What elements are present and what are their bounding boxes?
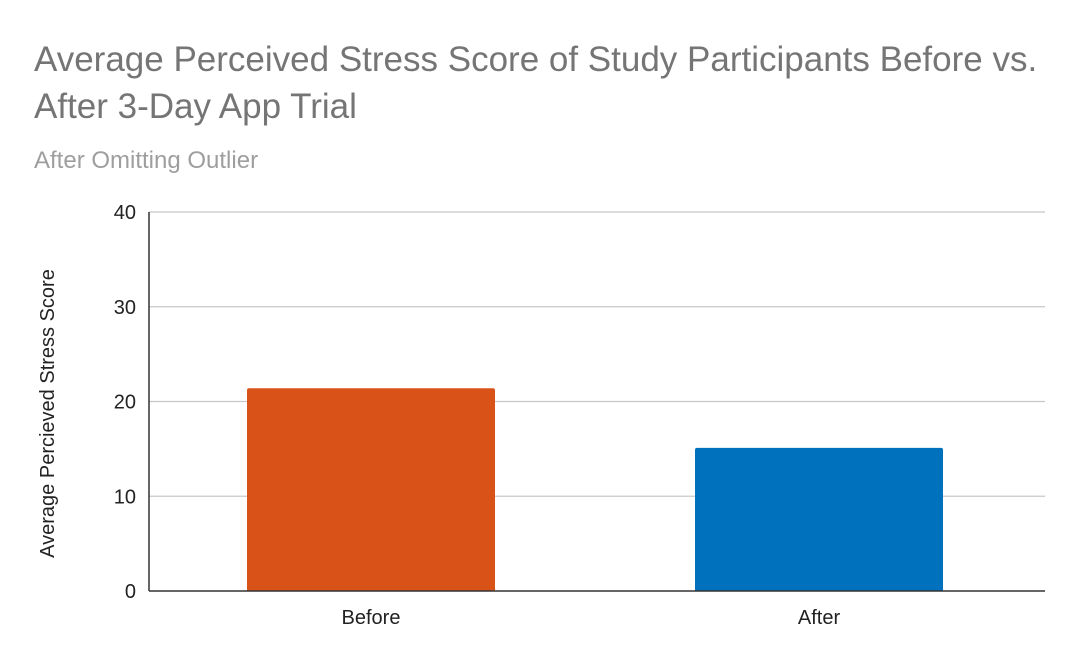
y-tick-label: 20 <box>114 392 136 414</box>
bar-before <box>247 388 495 591</box>
y-tick-label: 0 <box>125 581 136 603</box>
y-tick-label: 40 <box>114 202 136 224</box>
y-tick-label: 10 <box>114 486 136 508</box>
x-tick-label: After <box>798 607 841 629</box>
y-axis-title: Average Percieved Stress Score <box>37 269 59 558</box>
chart-subtitle: After Omitting Outlier <box>34 147 259 174</box>
x-tick-labels: Before After <box>342 607 841 629</box>
x-tick-label: Before <box>342 607 401 629</box>
bar-after <box>695 447 943 591</box>
y-tick-labels: 0 10 20 30 40 <box>114 202 136 603</box>
chart-title: Average Perceived Stress Score of Study … <box>34 40 1038 126</box>
y-tick-label: 30 <box>114 297 136 319</box>
bars <box>247 388 943 591</box>
axes <box>148 212 1045 592</box>
